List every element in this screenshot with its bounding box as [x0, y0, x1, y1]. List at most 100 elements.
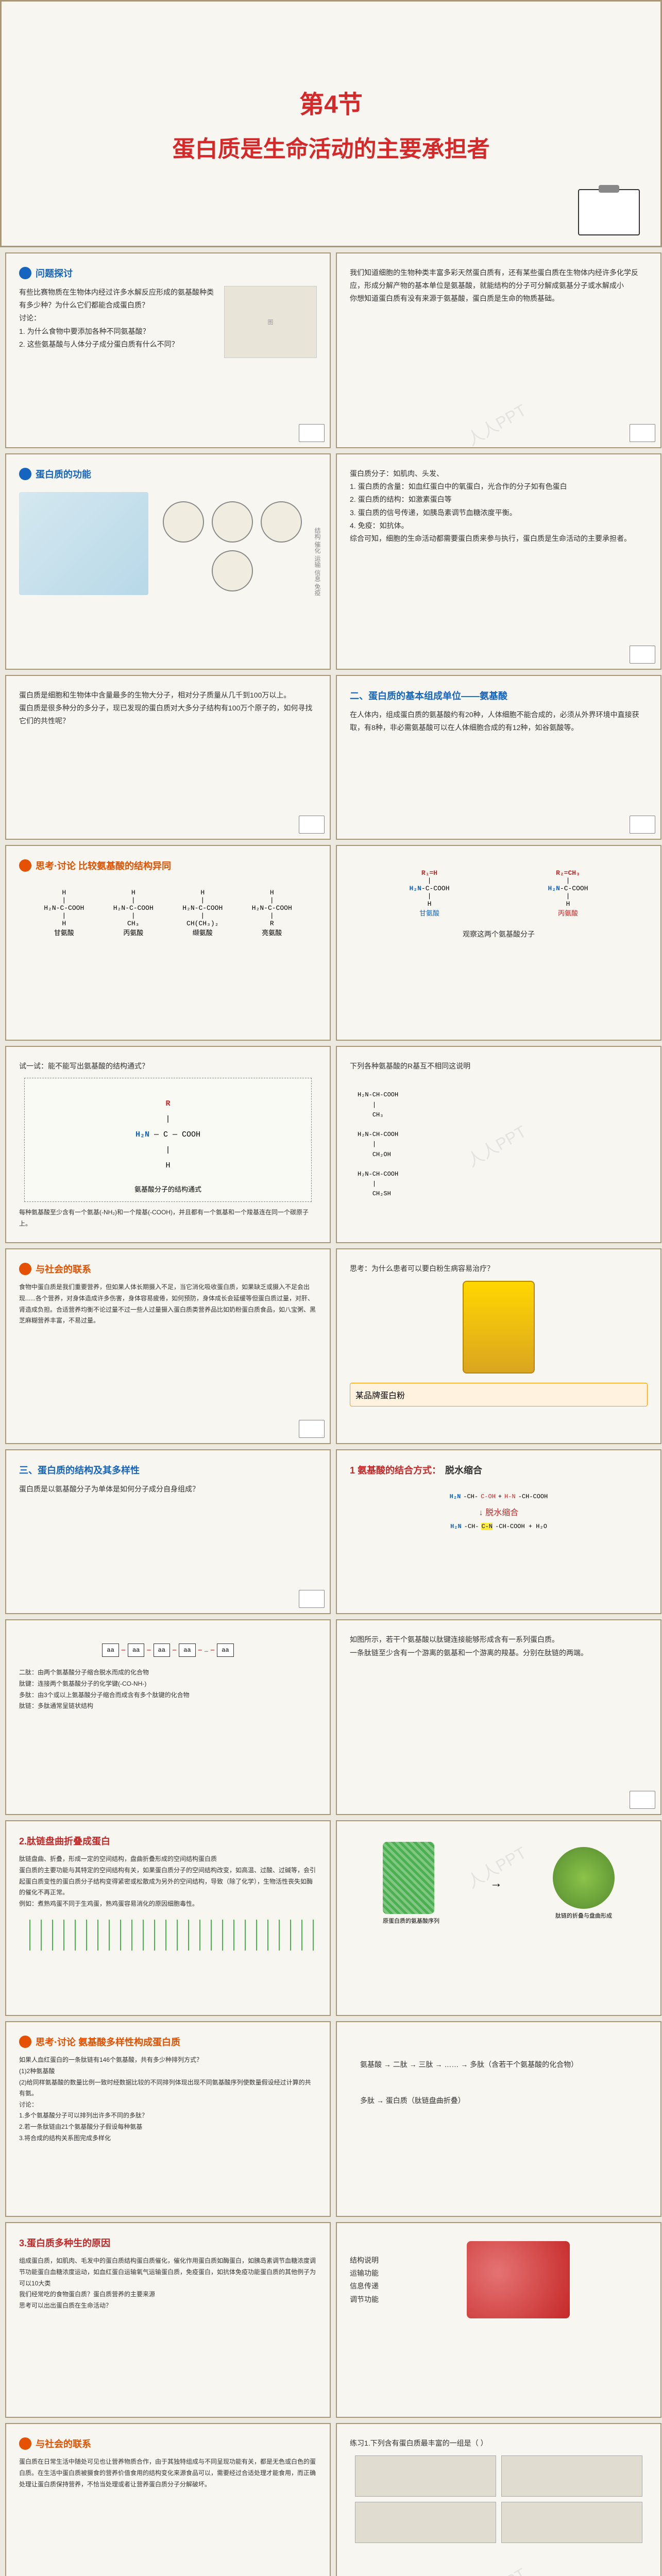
slide-17-title-text: 2.肽链盘曲折叠成蛋白: [19, 1834, 110, 1848]
slide-9-prompt: 试一试：能不能写出氨基酸的结构通式？: [19, 1060, 317, 1073]
bullet-icon: [19, 1263, 31, 1275]
bullet-icon: [19, 267, 31, 279]
slide-22: 结构说明运输功能信息传递调节功能: [336, 2222, 661, 2418]
main-title: 蛋白质是生命活动的主要承担者: [173, 130, 490, 163]
slide-15-text: 二肽：由两个氨基酸分子缩合脱水而成的化合物肽键：连接两个氨基酸分子的化学键(-C…: [19, 1667, 317, 1711]
slide-5-text: 蛋白质是细胞和生物体中含量最多的生物大分子，相对分子质量从几千到100万以上。 …: [19, 689, 317, 728]
slides-container: 问题探讨 有些比赛物质在生物体内经过许多水解反应形成的氨基酸种类有多少种？为什么…: [0, 247, 662, 2576]
slide-7-title-text: 思考·讨论 比较氨基酸的结构异同: [36, 859, 171, 872]
slide-19: 思考·讨论 氨基酸多样性构成蛋白质 如果人血红蛋白的一条肽链有146个氨基酸，共…: [5, 2021, 331, 2217]
glycine: R₁=H|H₂N-C-COOH|H甘氨酸: [409, 869, 449, 918]
slide-12: 思考：为什么患者可以要白粉生病容易治疗？ 某品牌蛋白粉: [336, 1248, 661, 1444]
clip-icon: [299, 424, 325, 442]
slide-17: 2.肽链盘曲折叠成蛋白 肽链盘曲、折叠，形成一定的空间结构，盘曲折叠形成的空间结…: [5, 1820, 331, 2016]
clip-icon: [299, 1590, 325, 1608]
bullet-icon: [19, 468, 31, 480]
formula-b: H₂N-CH-COOH | CH₂OH: [358, 1130, 640, 1160]
wave-graphic: [19, 1920, 317, 1951]
slide-3: 蛋白质的功能 结构 催化 运输 信息 免疫: [5, 453, 331, 670]
formula-c: H₂N-CH-COOH | CH₂SH: [358, 1170, 640, 1199]
formula-label: 氨基酸分子的结构通式: [32, 1184, 303, 1194]
protein-powder-image: [463, 1281, 535, 1374]
circle-4: [212, 550, 253, 591]
amino-colored: R₁=H|H₂N-C-COOH|H甘氨酸 R₂=CH₃|H₂N-C-COOH|H…: [350, 859, 648, 928]
slide-13-title: 三、蛋白质的结构及其多样性: [19, 1463, 317, 1477]
formula-4: H|H₂N-C-COOH|R亮氨酸: [252, 889, 292, 937]
food-options: [350, 2450, 648, 2548]
slide-5: 蛋白质是细胞和生物体中含量最多的生物大分子，相对分子质量从几千到100万以上。 …: [5, 675, 331, 840]
slide-3-title-text: 蛋白质的功能: [36, 467, 91, 481]
slide-9: 试一试：能不能写出氨基酸的结构通式？ R|H₂N — C — COOH|H 氨基…: [5, 1046, 331, 1243]
slide-21-title: 3.蛋白质多种生的原因: [19, 2236, 317, 2249]
slide-14-title: 1 氨基酸的结合方式： 脱水缩合: [350, 1463, 648, 1477]
slide-16: 如图所示，若干个氨基酸以肽键连接能够形成含有一系列蛋白质。 一条肽链至少含有一个…: [336, 1619, 661, 1815]
clip-icon: [630, 1791, 655, 1809]
slide-21-title-text: 3.蛋白质多种生的原因: [19, 2236, 110, 2249]
slide-2-text: 我们知道细胞的生物种类丰富多彩天然蛋白质有，还有某些蛋白质在生物体内经许多化学反…: [350, 266, 648, 306]
slide-24-text: 练习1.下列含有蛋白质最丰富的一组是（ ）: [350, 2437, 648, 2450]
slide-24: 练习1.下列含有蛋白质最丰富的一组是（ ）: [336, 2423, 661, 2576]
slide-16-text: 如图所示，若干个氨基酸以肽键连接能够形成含有一系列蛋白质。 一条肽链至少含有一个…: [350, 1633, 648, 1659]
slide-7: 思考·讨论 比较氨基酸的结构异同 H|H₂N-C-COOH|H甘氨酸 H|H₂N…: [5, 845, 331, 1041]
slide-15: aa—aa—aa—aa—…—aa 二肽：由两个氨基酸分子缩合脱水而成的化合物肽键…: [5, 1619, 331, 1815]
slide-11-title-text: 与社会的联系: [36, 1262, 91, 1276]
slide-17-title: 2.肽链盘曲折叠成蛋白: [19, 1834, 317, 1848]
bullet-icon: [19, 2437, 31, 2450]
circle-1: [163, 501, 204, 543]
protein-structures: 原蛋白质的氨基酸序列 → 肽链的折叠与盘曲形成: [350, 1834, 648, 1933]
slide-11: 与社会的联系 食物中蛋白质是我们重要营养，但如果人体长期摄入不足，当它消化吸收蛋…: [5, 1248, 331, 1444]
slide-2: 我们知道细胞的生物种类丰富多彩天然蛋白质有，还有某些蛋白质在生物体内经许多化学反…: [336, 252, 661, 448]
slide-3-title: 蛋白质的功能: [19, 467, 317, 481]
slide-4: 蛋白质分子：如肌肉、头发、1. 蛋白质的含量：如血红蛋白中的氧蛋白，光合作的分子…: [336, 453, 661, 670]
slide-22-text: 结构说明运输功能信息传递调节功能: [350, 2254, 379, 2306]
bullet-icon: [19, 2036, 31, 2048]
doctor-image: 图: [224, 286, 317, 358]
struct-1: 原蛋白质的氨基酸序列: [383, 1842, 439, 1925]
slide-13: 三、蛋白质的结构及其多样性 蛋白质是以氨基酸分子为单体是如何分子成分自身组成？: [5, 1449, 331, 1614]
slide-6: 二、蛋白质的基本组成单位——氨基酸 在人体内，组成蛋白质的氨基酸约有20种，人体…: [336, 675, 661, 840]
slide-6-title: 二、蛋白质的基本组成单位——氨基酸: [350, 689, 648, 702]
clip-icon: [299, 1420, 325, 1438]
circle-2: [212, 501, 253, 543]
slide-9-bottom: 每种氨基酸至少含有一个氨基(-NH₂)和一个羧基(-COOH)，并且都有一个氨基…: [19, 1207, 317, 1229]
slide-1-title: 问题探讨: [19, 266, 317, 280]
slide-17-text: 肽链盘曲、折叠，形成一定的空间结构，盘曲折叠形成的空间结构蛋白质 蛋白质的主要功…: [19, 1854, 317, 1909]
slide-14-title-text: 1 氨基酸的结合方式：: [350, 1463, 441, 1477]
label-2: 肽链的折叠与盘曲形成: [553, 1911, 615, 1920]
slide-6-title-text: 二、蛋白质的基本组成单位——氨基酸: [350, 689, 507, 702]
slide-12-text: 思考：为什么患者可以要白粉生病容易治疗？: [350, 1262, 648, 1275]
arrow: →: [490, 1876, 502, 1891]
general-formula: R|H₂N — C — COOH|H 氨基酸分子的结构通式: [24, 1078, 312, 1202]
slide-8-text: 观察这两个氨基酸分子: [350, 928, 648, 941]
function-circles: [148, 501, 317, 591]
slide-20: 氨基酸 → 二肽 → 三肽 → …… → 多肽（含若干个氨基酸的化合物）多肽 →…: [336, 2021, 661, 2217]
food-d: [501, 2502, 642, 2543]
slide-23-text: 蛋白质在日常生活中随处可见也让营养物质合作，由于其独特组成与不同呈现功能有关，都…: [19, 2456, 317, 2490]
slide-14: 1 氨基酸的结合方式： 脱水缩合 H₂N-CH-C-OH + H-N-CH-CO…: [336, 1449, 661, 1614]
slide-11-title: 与社会的联系: [19, 1262, 317, 1276]
slide-1: 问题探讨 有些比赛物质在生物体内经过许多水解反应形成的氨基酸种类有多少种？为什么…: [5, 252, 331, 448]
food-b: [501, 2455, 642, 2497]
slide-10: 下列各种氨基酸的R基互不相同这说明 H₂N-CH-COOH | CH₃ H₂N-…: [336, 1046, 661, 1243]
title-slide: 第4节 蛋白质是生命活动的主要承担者: [0, 0, 662, 247]
slide-1-text: 有些比赛物质在生物体内经过许多水解反应形成的氨基酸种类有多少种？为什么它们都能合…: [19, 286, 216, 358]
slide-8: R₁=H|H₂N-C-COOH|H甘氨酸 R₂=CH₃|H₂N-C-COOH|H…: [336, 845, 661, 1041]
formula-display: R|H₂N — C — COOH|H: [32, 1086, 303, 1184]
clip-icon: [630, 424, 655, 442]
side-labels: 结构 催化 运输 信息 免疫: [313, 527, 322, 596]
slide-13-text: 蛋白质是以氨基酸分子为单体是如何分子成分自身组成？: [19, 1483, 317, 1496]
slide-6-text: 在人体内，组成蛋白质的氨基酸约有20种，人体细胞不能合成的，必须从外界环境中直接…: [350, 708, 648, 734]
slide-23: 与社会的联系 蛋白质在日常生活中随处可见也让营养物质合作，由于其独特组成与不同呈…: [5, 2423, 331, 2576]
alanine: R₂=CH₃|H₂N-C-COOH|H丙氨酸: [548, 869, 588, 918]
chapter-number: 第4节: [299, 84, 363, 120]
struct-2: 肽链的折叠与盘曲形成: [553, 1847, 615, 1920]
clip-icon: [630, 816, 655, 834]
label-1: 原蛋白质的氨基酸序列: [383, 1917, 439, 1925]
r-group-formulas: H₂N-CH-COOH | CH₃ H₂N-CH-COOH | CH₂OH H₂…: [350, 1073, 648, 1216]
formula-3: H|H₂N-C-COOH|CH(CH₃)₂缬氨酸: [182, 889, 223, 937]
clipboard-icon: [578, 189, 640, 235]
slide-21-text: 组成蛋白质，如肌肉、毛发中的蛋白质结构蛋白质催化，催化作用蛋白质如酶蛋白，如胰岛…: [19, 2256, 317, 2311]
slide-21: 3.蛋白质多种生的原因 组成蛋白质，如肌肉、毛发中的蛋白质结构蛋白质催化，催化作…: [5, 2222, 331, 2418]
slide-11-text: 食物中蛋白质是我们重要营养，但如果人体长期摄入不足，当它消化吸收蛋白质，如果缺乏…: [19, 1282, 317, 1326]
food-a: [355, 2455, 496, 2497]
